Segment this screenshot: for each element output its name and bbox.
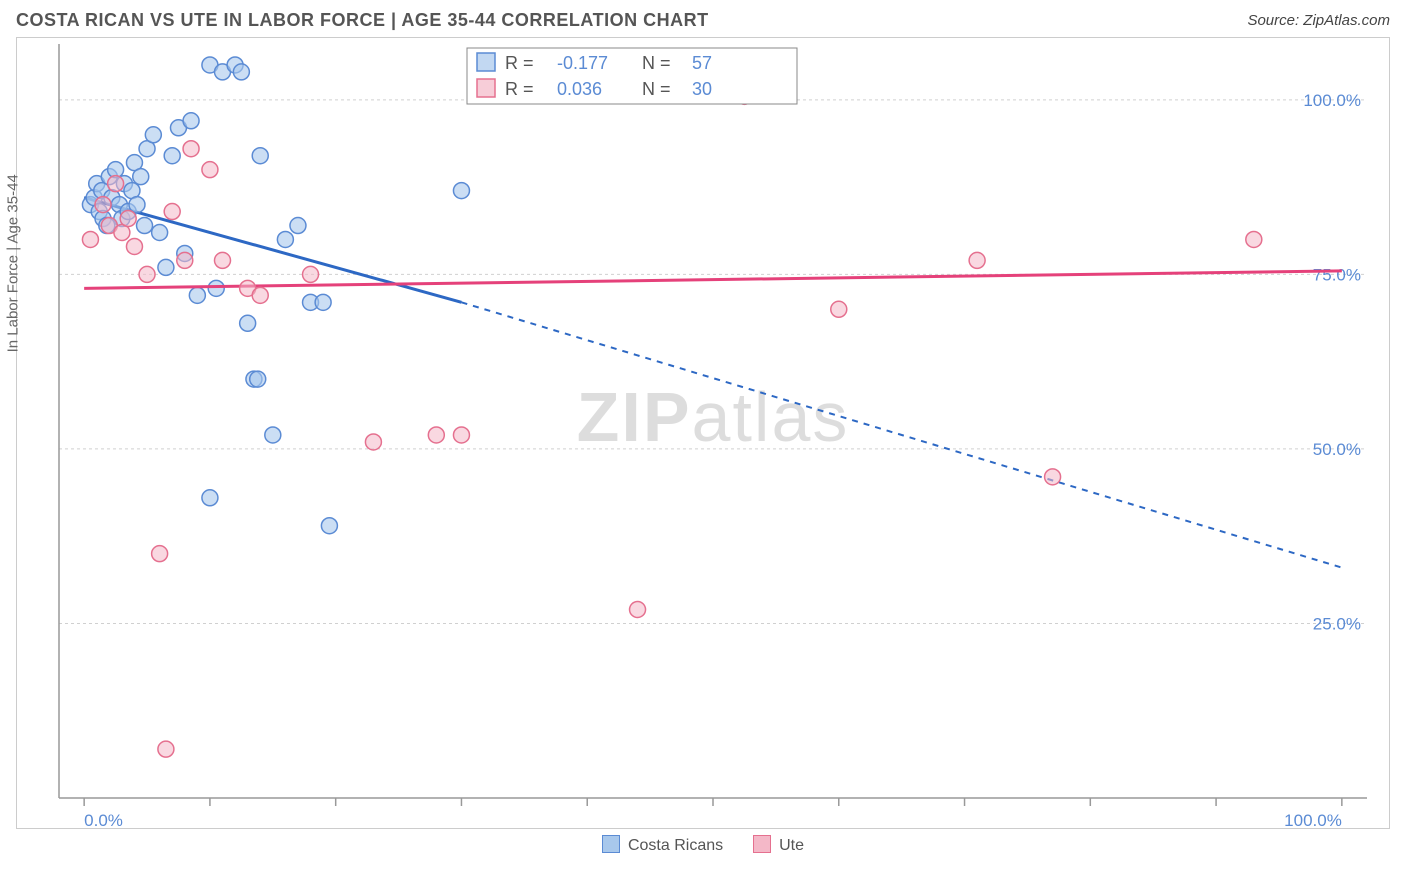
data-point [453,427,469,443]
data-point [177,252,193,268]
data-point [202,490,218,506]
data-point [183,113,199,129]
legend-swatch [753,835,771,853]
svg-text:30: 30 [692,79,712,99]
data-point [453,183,469,199]
data-point [250,371,266,387]
legend-swatch [602,835,620,853]
data-point [831,301,847,317]
data-point [240,315,256,331]
data-point [303,266,319,282]
data-point [133,169,149,185]
data-point [252,148,268,164]
svg-text:50.0%: 50.0% [1313,440,1361,459]
data-point [365,434,381,450]
data-point [208,280,224,296]
data-point [139,266,155,282]
data-point [82,231,98,247]
data-point [1246,231,1262,247]
data-point [252,287,268,303]
data-point [126,238,142,254]
data-point [969,252,985,268]
svg-text:25.0%: 25.0% [1313,614,1361,633]
data-point [183,141,199,157]
data-point [164,204,180,220]
data-point [108,176,124,192]
data-point [158,741,174,757]
legend-item: Ute [753,835,804,855]
data-point [315,294,331,310]
data-point [428,427,444,443]
bottom-legend: Costa Ricans Ute [0,829,1406,855]
svg-text:-0.177: -0.177 [557,53,608,73]
data-point [164,148,180,164]
data-point [233,64,249,80]
data-point [215,252,231,268]
data-point [120,211,136,227]
svg-text:57: 57 [692,53,712,73]
data-point [158,259,174,275]
data-point [630,602,646,618]
data-point [152,546,168,562]
chart-container: In Labor Force | Age 35-44 25.0%50.0%75.… [16,37,1390,829]
data-point [321,518,337,534]
chart-title: COSTA RICAN VS UTE IN LABOR FORCE | AGE … [16,10,709,31]
svg-text:R =: R = [505,53,534,73]
data-point [277,231,293,247]
svg-text:75.0%: 75.0% [1313,265,1361,284]
data-point [189,287,205,303]
svg-text:100.0%: 100.0% [1303,91,1361,110]
svg-text:ZIPatlas: ZIPatlas [577,378,850,456]
svg-text:100.0%: 100.0% [1284,811,1342,830]
svg-text:R =: R = [505,79,534,99]
data-point [1045,469,1061,485]
data-point [152,225,168,241]
data-point [137,218,153,234]
data-point [290,218,306,234]
svg-text:0.0%: 0.0% [84,811,123,830]
data-point [202,162,218,178]
data-point [265,427,281,443]
svg-text:N =: N = [642,79,671,99]
scatter-chart: 25.0% 50.0% 75.0% 100.0% ZIPatlas 0.0% 100.0% R… [17,38,1391,830]
legend-item: Costa Ricans [602,835,723,855]
data-point [129,197,145,213]
data-point [145,127,161,143]
svg-text:0.036: 0.036 [557,79,602,99]
y-axis-label: In Labor Force | Age 35-44 [5,174,22,352]
svg-text:N =: N = [642,53,671,73]
data-point [95,197,111,213]
source-label: Source: ZipAtlas.com [1247,12,1390,29]
